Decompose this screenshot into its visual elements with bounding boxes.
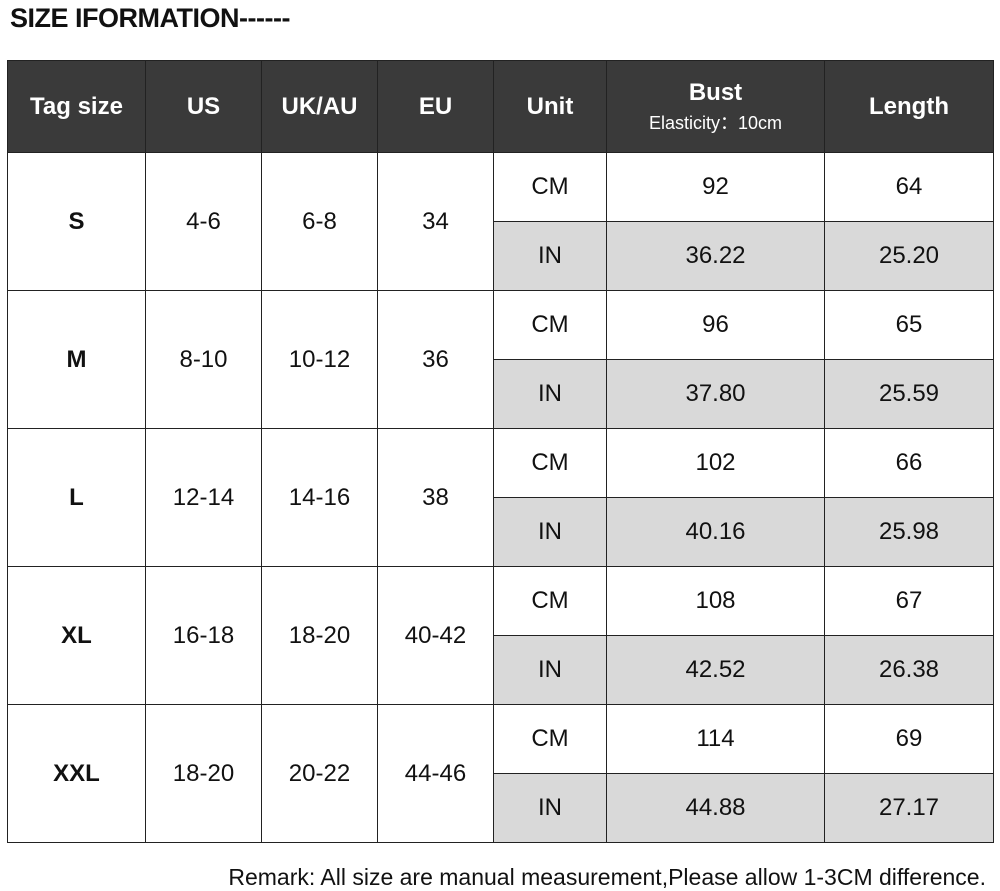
length: 67	[824, 566, 994, 636]
column-header: Unit	[493, 60, 607, 153]
unit: CM	[493, 704, 607, 774]
eu-size: 38	[377, 428, 494, 567]
tag-size: L	[7, 428, 146, 567]
tag-size: XL	[7, 566, 146, 705]
bust: 42.52	[606, 635, 825, 705]
unit: CM	[493, 152, 607, 222]
bust: 96	[606, 290, 825, 360]
size-row: XXL 18-20 20-22 44-46 CM 114 69	[7, 704, 994, 843]
size-table: Tag size US UK/AU EU Unit Bust Elasticity：10cm…	[7, 60, 994, 843]
column-header: US	[145, 60, 262, 153]
length: 64	[824, 152, 994, 222]
bust: 37.80	[606, 359, 825, 429]
size-row: S 4-6 6-8 34 CM 92 64	[7, 152, 994, 291]
column-title: Bust	[688, 78, 743, 106]
unit: CM	[493, 290, 607, 360]
header-row: Tag size US UK/AU EU Unit Bust Elasticity：10cm…	[7, 60, 994, 153]
size-row: M 8-10 10-12 36 CM 96 65	[7, 290, 994, 429]
remark: Remark: All size are manual measurement,…	[228, 864, 986, 890]
length: 69	[824, 704, 994, 774]
bust: 108	[606, 566, 825, 636]
size-row: IN 40.16 25.98	[8, 497, 994, 567]
bust: 40.16	[606, 497, 825, 567]
us-size: 16-18	[145, 566, 262, 705]
tag-size: XXL	[7, 704, 146, 843]
us-size: 12-14	[145, 428, 262, 567]
size-row: IN 44.88 27.17	[8, 773, 994, 843]
unit: CM	[493, 566, 607, 636]
length: 25.59	[824, 359, 994, 429]
column-title: Unit	[526, 92, 574, 120]
length: 65	[824, 290, 994, 360]
eu-size: 34	[377, 152, 494, 291]
column-header: UK/AU	[261, 60, 378, 153]
tag-size: S	[7, 152, 146, 291]
size-row: L 12-14 14-16 38 CM 102 66	[7, 428, 994, 567]
unit: CM	[493, 428, 607, 498]
uk-size: 20-22	[261, 704, 378, 843]
size-row: IN 42.52 26.38	[8, 635, 994, 705]
length: 26.38	[824, 635, 994, 705]
page-title: SIZE IFORMATION------	[10, 3, 290, 33]
uk-size: 10-12	[261, 290, 378, 429]
length: 27.17	[824, 773, 994, 843]
uk-size: 6-8	[261, 152, 378, 291]
unit: IN	[493, 221, 607, 291]
eu-size: 36	[377, 290, 494, 429]
uk-size: 18-20	[261, 566, 378, 705]
size-row: IN 36.22 25.20	[8, 221, 994, 291]
unit: IN	[493, 635, 607, 705]
column-title: US	[186, 92, 221, 120]
length: 25.20	[824, 221, 994, 291]
column-header: Length	[824, 60, 994, 153]
bust: 102	[606, 428, 825, 498]
column-title: Length	[869, 92, 949, 120]
unit: IN	[493, 773, 607, 843]
length: 66	[824, 428, 994, 498]
bust: 36.22	[606, 221, 825, 291]
tag-size: M	[7, 290, 146, 429]
table-body: S 4-6 6-8 34 CM 92 64 IN 36.22 25.20 M 8-10 10-12 36 C…	[7, 152, 994, 843]
bust: 114	[606, 704, 825, 774]
us-size: 18-20	[145, 704, 262, 843]
us-size: 8-10	[145, 290, 262, 429]
bust: 44.88	[606, 773, 825, 843]
us-size: 4-6	[145, 152, 262, 291]
eu-size: 40-42	[377, 566, 494, 705]
column-title: UK/AU	[281, 92, 358, 120]
bust: 92	[606, 152, 825, 222]
unit: IN	[493, 497, 607, 567]
size-row: XL 16-18 18-20 40-42 CM 108 67	[7, 566, 994, 705]
bust-note: Elasticity：10cm	[648, 112, 783, 133]
column-header: Bust Elasticity：10cm	[606, 60, 825, 153]
column-title: Tag size	[30, 92, 123, 120]
column-title: EU	[418, 92, 453, 120]
eu-size: 44-46	[377, 704, 494, 843]
size-row: IN 37.80 25.59	[8, 359, 994, 429]
uk-size: 14-16	[261, 428, 378, 567]
column-header: EU	[377, 60, 494, 153]
length: 25.98	[824, 497, 994, 567]
unit: IN	[493, 359, 607, 429]
column-header: Tag size	[7, 60, 146, 153]
